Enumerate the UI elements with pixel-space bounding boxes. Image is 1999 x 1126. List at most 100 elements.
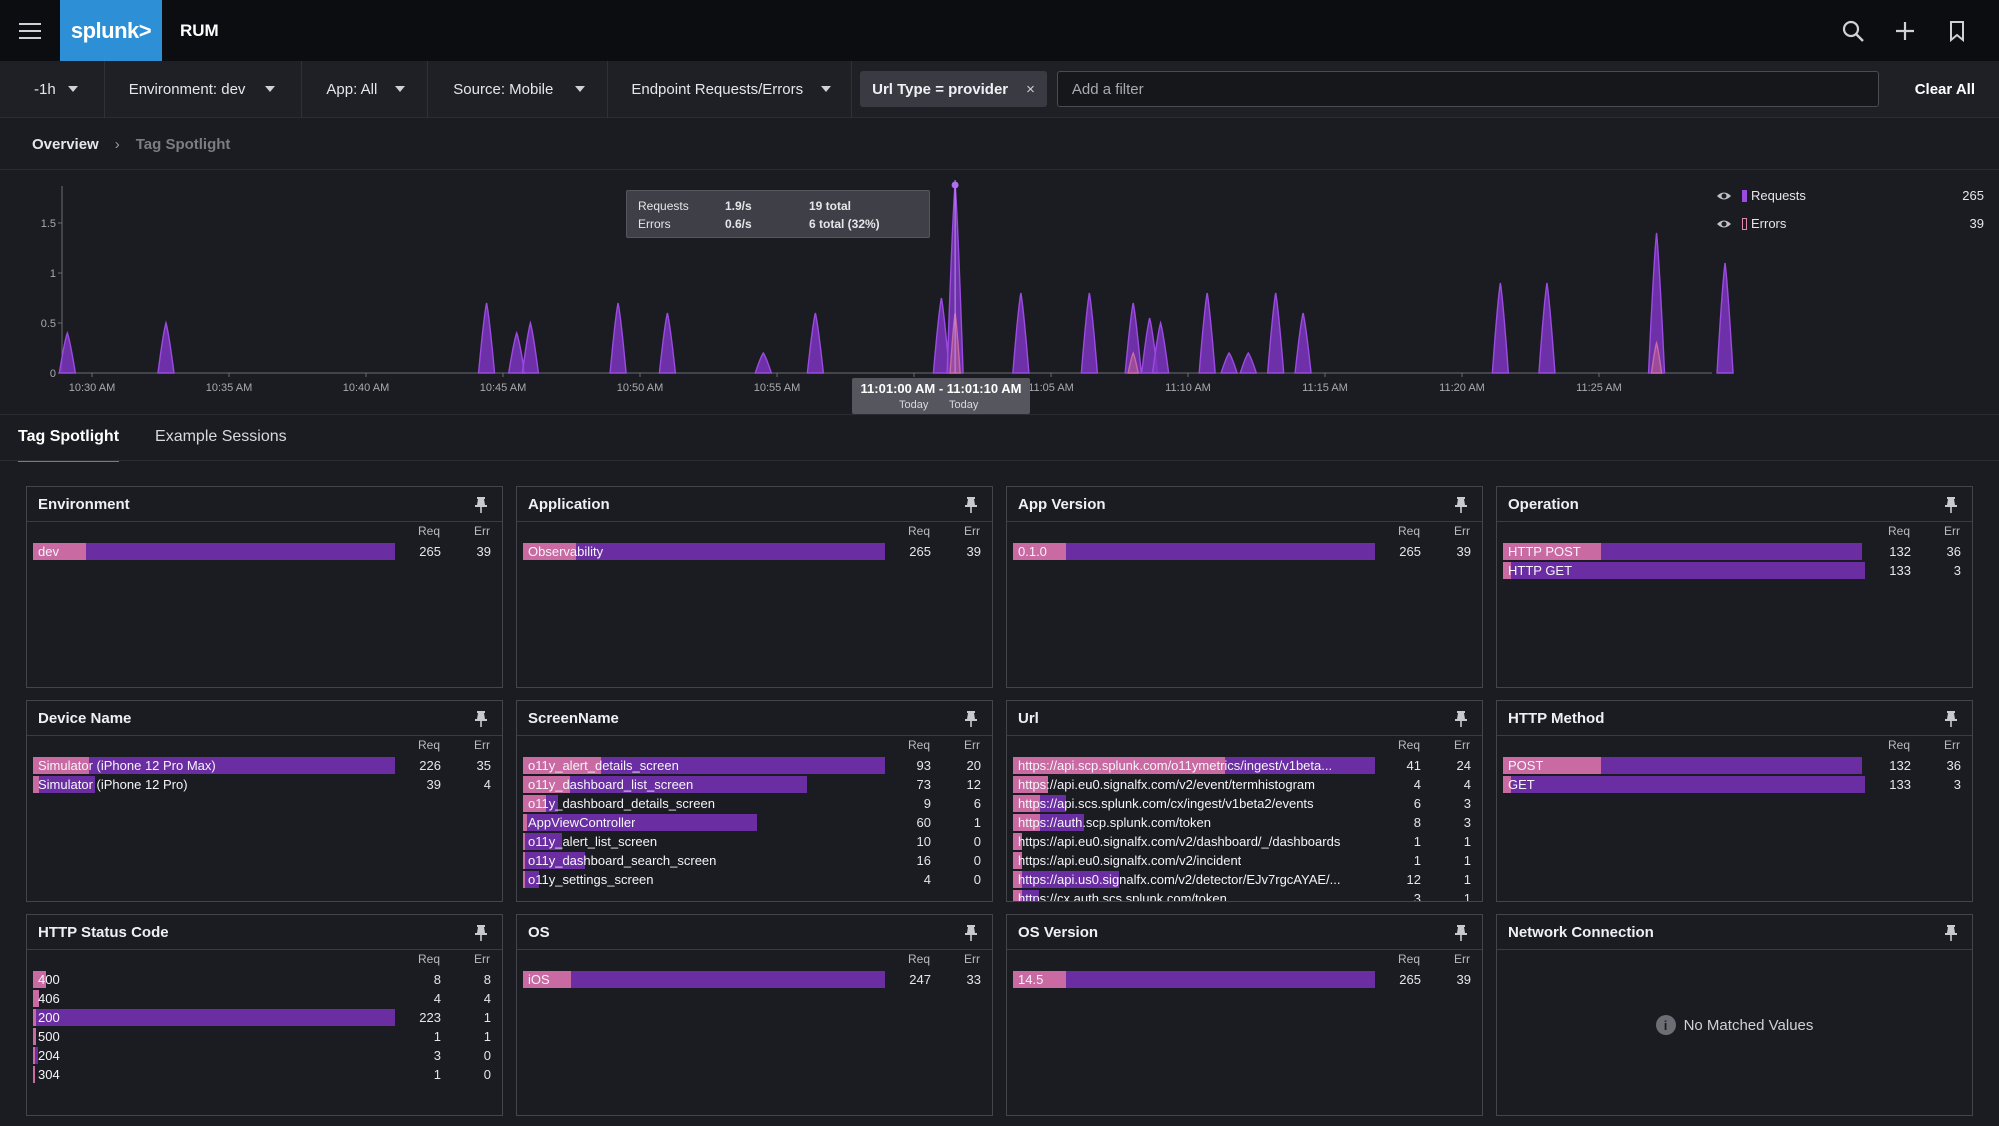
pin-icon[interactable]: [1944, 711, 1958, 727]
tag-value-row[interactable]: o11y_dashboard_details_screen 9 6: [523, 794, 988, 813]
tag-value-row[interactable]: HTTP GET 133 3: [1503, 561, 1968, 580]
req-count: 265: [1399, 972, 1421, 987]
tag-value-row[interactable]: 406 4 4: [33, 989, 498, 1008]
tag-value-row[interactable]: dev 265 39: [33, 542, 498, 561]
err-count: 1: [483, 1029, 491, 1044]
card-title-text: HTTP Status Code: [38, 923, 169, 941]
y-tick-label: 1: [50, 268, 56, 280]
app-dropdown[interactable]: App: All: [302, 60, 429, 118]
tag-value-row[interactable]: https://api.us0.signalfx.com/v2/detector…: [1013, 870, 1478, 889]
tag-value-row[interactable]: 304 1 0: [33, 1065, 498, 1084]
eye-icon[interactable]: [1716, 190, 1732, 202]
pin-icon[interactable]: [964, 497, 978, 513]
environment-dropdown[interactable]: Environment: dev: [105, 60, 303, 118]
tag-card-network-connection: Network Connection i No Matched Values: [1496, 914, 1973, 1116]
req-count: 226: [419, 758, 441, 773]
metric-dropdown[interactable]: Endpoint Requests/Errors: [608, 60, 853, 118]
pin-icon[interactable]: [1454, 925, 1468, 941]
tag-value-row[interactable]: https://api.eu0.signalfx.com/v2/incident…: [1013, 851, 1478, 870]
tag-value-row[interactable]: 0.1.0 265 39: [1013, 542, 1478, 561]
breadcrumb-overview[interactable]: Overview: [32, 135, 99, 153]
tag-value-row[interactable]: Simulator (iPhone 12 Pro Max) 226 35: [33, 756, 498, 775]
tag-value-row[interactable]: 204 3 0: [33, 1046, 498, 1065]
legend-requests[interactable]: Requests 265: [1716, 188, 1984, 203]
pin-icon[interactable]: [474, 497, 488, 513]
pin-icon[interactable]: [474, 925, 488, 941]
err-bar: [1013, 814, 1040, 831]
tag-value-row[interactable]: https://api.eu0.signalfx.com/v2/event/te…: [1013, 775, 1478, 794]
pin-icon[interactable]: [964, 925, 978, 941]
tag-value-label: HTTP GET: [1508, 563, 1573, 578]
pin-icon[interactable]: [964, 711, 978, 727]
filter-chip-url-type[interactable]: Url Type = provider ×: [860, 71, 1047, 107]
source-dropdown[interactable]: Source: Mobile: [428, 60, 609, 118]
pin-icon[interactable]: [1944, 497, 1958, 513]
cursor-dot: [951, 181, 959, 189]
req-count: 39: [426, 777, 441, 792]
y-tick-label: 0.5: [41, 318, 56, 330]
eye-icon[interactable]: [1716, 218, 1732, 230]
tag-value-row[interactable]: HTTP POST 132 36: [1503, 542, 1968, 561]
time-range-dropdown[interactable]: -1h: [0, 60, 105, 118]
card-title-text: Environment: [38, 495, 130, 513]
err-bar: [1013, 852, 1022, 869]
tag-card-http-status-code: HTTP Status Code Req Err 400 8 8 406 4 4 200 223 1 5…: [26, 914, 503, 1116]
close-icon[interactable]: ×: [1026, 80, 1035, 98]
tag-value-row[interactable]: https://api.eu0.signalfx.com/v2/dashboar…: [1013, 832, 1478, 851]
pin-icon[interactable]: [1944, 925, 1958, 941]
tag-value-row[interactable]: https://api.scp.splunk.com/o11ymetrics/i…: [1013, 756, 1478, 775]
splunk-logo[interactable]: splunk>: [60, 0, 162, 61]
card-title-text: Network Connection: [1508, 923, 1654, 941]
requests-peak: [157, 320, 175, 374]
col-err-header: Err: [1944, 524, 1960, 538]
tag-value-row[interactable]: iOS 247 33: [523, 970, 988, 989]
pin-icon[interactable]: [1454, 497, 1468, 513]
col-req-header: Req: [417, 524, 440, 538]
requests-peak: [477, 302, 496, 374]
tag-value-row[interactable]: GET 133 3: [1503, 775, 1968, 794]
tag-card-device-name: Device Name Req Err Simulator (iPhone 12 Pr…: [26, 700, 503, 902]
clear-all-button[interactable]: Clear All: [1914, 80, 1975, 98]
tab-example-sessions[interactable]: Example Sessions: [155, 428, 287, 445]
tag-value-row[interactable]: o11y_settings_screen 4 0: [523, 870, 988, 889]
errors-peak: [1650, 340, 1663, 374]
err-bar: [33, 757, 89, 774]
card-title-text: OS: [528, 923, 550, 941]
tag-value-row[interactable]: 14.5 265 39: [1013, 970, 1478, 989]
plus-icon[interactable]: [1893, 19, 1917, 43]
tag-value-row[interactable]: AppViewController 60 1: [523, 813, 988, 832]
tab-tag-spotlight[interactable]: Tag Spotlight: [18, 418, 120, 462]
tag-value-row[interactable]: 500 1 1: [33, 1027, 498, 1046]
tag-value-row[interactable]: o11y_alert_list_screen 10 0: [523, 832, 988, 851]
bookmark-icon[interactable]: [1945, 19, 1969, 43]
tag-value-row[interactable]: https://auth.scp.splunk.com/token 8 3: [1013, 813, 1478, 832]
tag-value-label: 14.5: [1018, 972, 1044, 987]
search-icon[interactable]: [1841, 19, 1865, 43]
tag-value-row[interactable]: 200 223 1: [33, 1008, 498, 1027]
req-count: 60: [916, 815, 931, 830]
tag-value-row[interactable]: Observability 265 39: [523, 542, 988, 561]
pin-icon[interactable]: [1454, 711, 1468, 727]
err-count: 1: [1463, 853, 1471, 868]
pin-icon[interactable]: [474, 711, 488, 727]
err-count: 12: [966, 777, 981, 792]
tag-value-row[interactable]: o11y_dashboard_search_screen 16 0: [523, 851, 988, 870]
tag-value-row[interactable]: Simulator (iPhone 12 Pro) 39 4: [33, 775, 498, 794]
err-bar: [523, 971, 571, 988]
tag-value-row[interactable]: 400 8 8: [33, 970, 498, 989]
tag-card-os-version: OS Version Req Err 14.5 265 39: [1006, 914, 1483, 1116]
tag-value-row[interactable]: POST 132 36: [1503, 756, 1968, 775]
tag-value-row[interactable]: o11y_alert_details_screen 93 20: [523, 756, 988, 775]
requests-peak: [1538, 282, 1556, 374]
menu-icon[interactable]: [0, 0, 60, 61]
tag-value-row[interactable]: o11y_dashboard_list_screen 73 12: [523, 775, 988, 794]
req-count: 9: [923, 796, 931, 811]
legend-errors[interactable]: Errors 39: [1716, 216, 1984, 231]
tag-value-row[interactable]: https://cx.auth.scs.splunk.com/token 3 1: [1013, 889, 1478, 901]
tag-value-row[interactable]: https://api.scs.splunk.com/cx/ingest/v1b…: [1013, 794, 1478, 813]
x-tick-label: 11:10 AM: [1165, 382, 1211, 394]
requests-errors-chart[interactable]: 0 0.5 1 1.5 10:30 AM 10:35 AM 10:40 AM 10:45 AM…: [0, 170, 1999, 415]
add-filter-input[interactable]: [1056, 71, 1879, 107]
app-title: RUM: [180, 20, 219, 40]
tag-value-label: o11y_alert_details_screen: [528, 758, 679, 773]
